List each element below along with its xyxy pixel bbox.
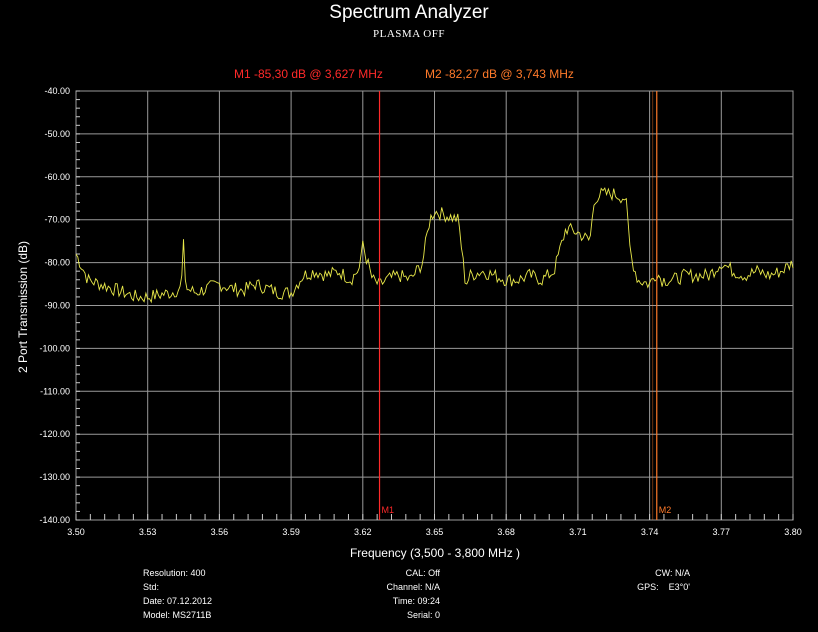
info-resolution: Resolution: 400 xyxy=(143,568,206,578)
x-tick-label: 3.62 xyxy=(354,527,372,537)
x-tick-label: 3.50 xyxy=(67,527,85,537)
chart-subtitle: PLASMA OFF xyxy=(373,28,445,40)
info-cal: CAL: Off xyxy=(405,568,440,578)
x-tick-label: 3.68 xyxy=(497,527,515,537)
y-tick-label: -90.00 xyxy=(44,301,70,311)
x-tick-label: 3.53 xyxy=(139,527,157,537)
marker-tag-m1: M1 xyxy=(382,505,395,515)
y-tick-label: -60.00 xyxy=(44,172,70,182)
marker-tag-m2: M2 xyxy=(659,505,672,515)
marker-m2-readout: M2 -82,27 dB @ 3,743 MHz xyxy=(425,67,574,81)
y-tick-label: -130.00 xyxy=(39,472,70,482)
y-tick-label: -100.00 xyxy=(39,343,70,353)
x-axis-label: Frequency (3,500 - 3,800 MHz ) xyxy=(349,546,521,560)
info-column-1: Resolution: 400 Std: Date: 07.12.2012 Mo… xyxy=(143,566,212,622)
x-tick-label: 3.56 xyxy=(211,527,229,537)
info-column-2: CAL: Off Channel: N/A Time: 09:24 Serial… xyxy=(380,566,440,622)
x-tick-label: 3.71 xyxy=(569,527,587,537)
info-gps: GPS: E3°0' xyxy=(637,582,690,592)
info-model: Model: MS2711B xyxy=(143,610,212,620)
spectrum-trace xyxy=(75,187,794,304)
info-date: Date: 07.12.2012 xyxy=(143,596,213,606)
x-tick-label: 3.77 xyxy=(713,527,731,537)
info-channel: Channel: N/A xyxy=(386,582,440,592)
y-tick-label: -140.00 xyxy=(39,515,70,525)
info-serial: Serial: 0 xyxy=(406,610,440,620)
y-tick-label: -80.00 xyxy=(44,258,70,268)
x-tick-label: 3.65 xyxy=(426,527,444,537)
info-time: Time: 09:24 xyxy=(392,596,440,606)
y-tick-label: -110.00 xyxy=(40,386,70,396)
y-tick-label: -70.00 xyxy=(44,215,70,225)
x-tick-label: 3.74 xyxy=(641,527,659,537)
chart-title: Spectrum Analyzer xyxy=(329,2,489,23)
info-column-3: CW: N/A GPS: E3°0' xyxy=(600,566,690,594)
y-tick-label: -50.00 xyxy=(44,129,70,139)
y-tick-label: -120.00 xyxy=(39,429,70,439)
x-tick-label: 3.59 xyxy=(282,527,300,537)
info-cw: CW: N/A xyxy=(655,568,690,578)
y-tick-label: -40.00 xyxy=(44,86,70,96)
marker-m1-readout: M1 -85,30 dB @ 3,627 MHz xyxy=(234,67,383,81)
info-std: Std: xyxy=(143,582,160,592)
x-tick-label: 3.80 xyxy=(784,527,802,537)
